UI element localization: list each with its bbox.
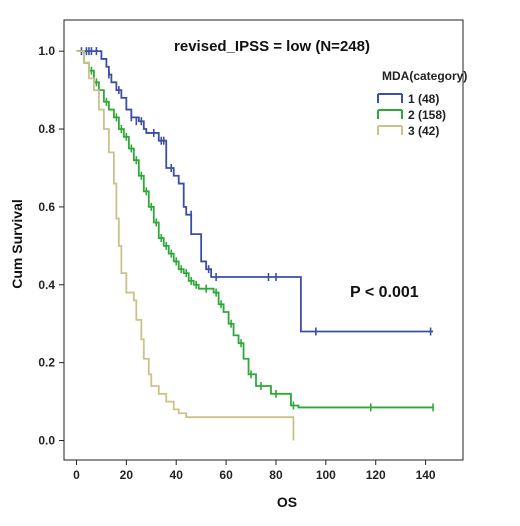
series-2 [76,50,434,412]
axes: 0 20 40 60 80 100 120 140 0.0 0.2 0.4 0.6 0.8 1.0 [38,19,464,482]
legend-label: 3 (42) [408,124,439,138]
survival-curve [76,50,434,333]
chart-title: revised_IPSS = low (N=248) [174,38,370,55]
x-tick-label: 80 [269,468,283,482]
y-tick-label: 0.4 [38,278,55,292]
legend-label: 2 (158) [408,108,446,122]
legend-label: 1 (48) [408,92,439,106]
x-tick-label: 0 [73,468,80,482]
plot-frame [63,19,464,461]
y-axis-title: Cum Survival [9,199,25,288]
series-layer [76,47,434,441]
series-3 [76,50,295,441]
survival-curve [76,50,434,409]
y-tick-label: 0.6 [38,200,55,214]
p-value-annotation: P < 0.001 [350,284,419,301]
y-tick-label: 0.0 [38,434,55,448]
x-tick-label: 120 [366,468,386,482]
y-tick-label: 0.8 [38,122,55,136]
x-tick-label: 60 [219,468,233,482]
survival-curve [76,50,295,441]
x-tick-label: 140 [416,468,436,482]
x-tick-label: 40 [170,468,184,482]
legend-title: MDA(category) [382,69,467,83]
x-axis-title: OS [277,494,297,510]
x-tick-label: 100 [316,468,336,482]
y-tick-label: 1.0 [38,44,55,58]
y-tick-label: 0.2 [38,356,55,370]
legend: MDA(category) 1 (48) 2 (158) 3 (42) [377,69,467,138]
x-tick-label: 20 [120,468,134,482]
